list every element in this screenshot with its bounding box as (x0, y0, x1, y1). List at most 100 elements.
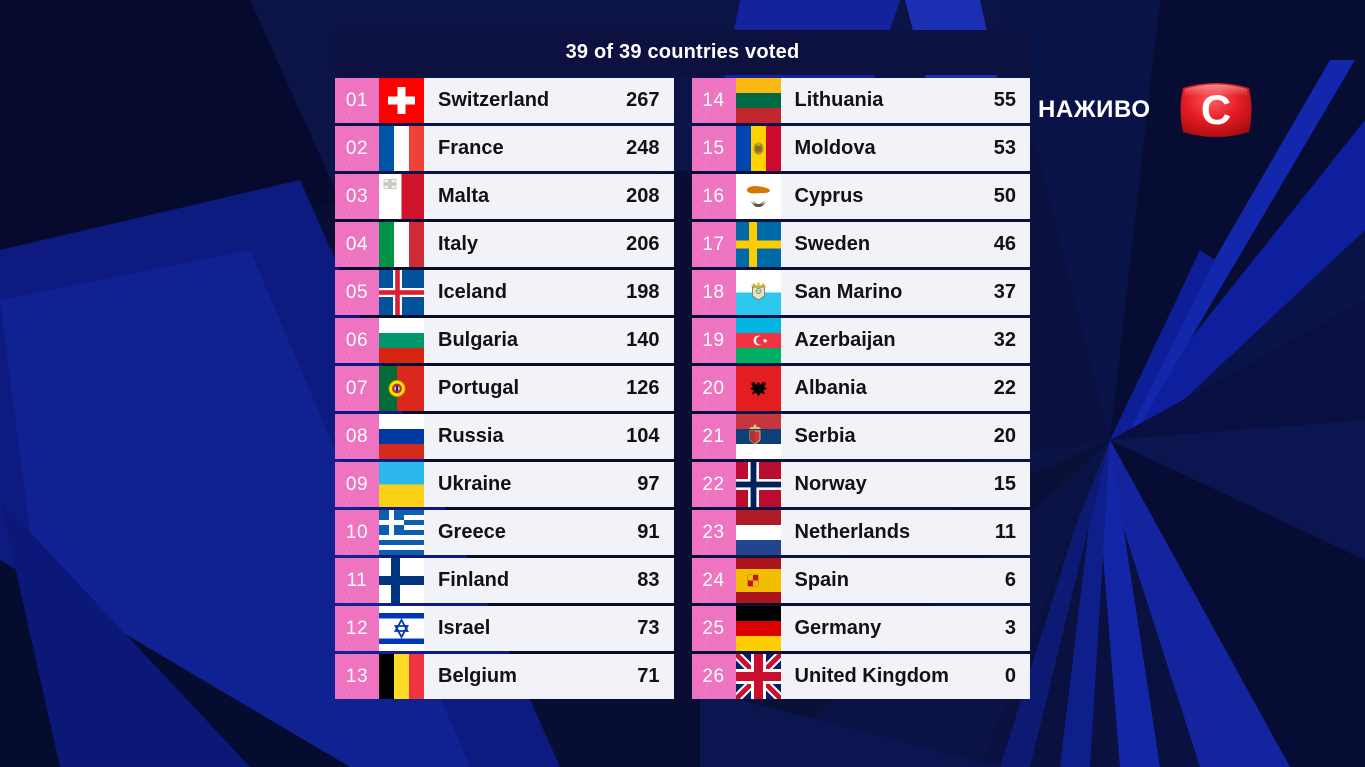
table-row[interactable]: 22 Norway 15 (691, 462, 1030, 507)
rank-badge: 13 (335, 654, 379, 699)
rank-badge: 21 (691, 414, 736, 459)
israel-flag-icon (379, 606, 424, 651)
table-row[interactable]: 01 Switzerland 267 (335, 78, 674, 123)
table-row[interactable]: 18 San Marino 37 (691, 270, 1030, 315)
sanmarino-flag-icon (735, 270, 781, 315)
points-value: 46 (993, 233, 1016, 255)
rank-badge: 18 (691, 270, 736, 315)
live-label: НАЖИВО (1038, 96, 1151, 123)
country-name: Russia (438, 425, 504, 447)
table-row[interactable]: 04 Italy 206 (335, 222, 674, 267)
rank-badge: 17 (691, 222, 736, 267)
country-name: Bulgaria (438, 329, 519, 351)
table-row[interactable]: 23 Netherlands 11 (691, 510, 1030, 555)
country-name: Serbia (794, 425, 856, 447)
lithuania-flag-icon (735, 78, 781, 123)
table-row[interactable]: 21 Serbia 20 (691, 414, 1030, 459)
finland-flag-icon (379, 558, 424, 603)
points-value: 15 (993, 473, 1016, 495)
country-name: Belgium (438, 665, 517, 687)
points-value: 126 (626, 377, 660, 399)
table-row[interactable]: 13 Belgium 71 (335, 654, 674, 699)
table-row[interactable]: 25 Germany 3 (691, 606, 1030, 651)
rank-badge: 07 (335, 366, 379, 411)
table-row[interactable]: 17 Sweden 46 (691, 222, 1030, 267)
points-value: 55 (993, 89, 1016, 111)
points-value: 32 (993, 329, 1016, 351)
table-row[interactable]: 09 Ukraine 97 (335, 462, 674, 507)
table-row[interactable]: 03 Malta 208 (335, 174, 674, 219)
table-row[interactable]: 15 Moldova 53 (691, 126, 1030, 171)
table-row[interactable]: 16 Cyprus 50 (691, 174, 1030, 219)
portugal-flag-icon (379, 366, 424, 411)
table-row[interactable]: 12 Israel 73 (335, 606, 674, 651)
country-name: Sweden (794, 233, 871, 255)
table-row[interactable]: 26 United Kingdom 0 (691, 654, 1030, 699)
points-value: 53 (993, 137, 1016, 159)
country-name: Netherlands (794, 521, 911, 543)
country-name: Malta (438, 185, 490, 207)
points-value: 11 (994, 521, 1016, 543)
country-name: France (438, 137, 504, 159)
rank-badge: 26 (691, 654, 736, 699)
points-value: 73 (637, 617, 660, 639)
table-row[interactable]: 02 France 248 (335, 126, 674, 171)
country-name: Finland (438, 569, 510, 591)
rank-badge: 09 (335, 462, 379, 507)
rank-badge: 22 (691, 462, 736, 507)
rank-badge: 15 (691, 126, 736, 171)
rank-badge: 06 (335, 318, 379, 363)
rank-badge: 12 (335, 606, 379, 651)
points-value: 198 (626, 281, 660, 303)
country-name: United Kingdom (794, 665, 949, 687)
serbia-flag-icon (735, 414, 781, 459)
country-name: Israel (438, 617, 491, 639)
table-row[interactable]: 06 Bulgaria 140 (335, 318, 674, 363)
country-name: Cyprus (794, 185, 864, 207)
table-row[interactable]: 05 Iceland 198 (335, 270, 674, 315)
points-value: 97 (637, 473, 660, 495)
points-value: 37 (993, 281, 1016, 303)
rank-badge: 04 (335, 222, 379, 267)
country-name: Azerbaijan (794, 329, 896, 351)
switzerland-flag-icon (379, 78, 424, 123)
country-name: Albania (794, 377, 867, 399)
rank-badge: 25 (691, 606, 736, 651)
iceland-flag-icon (379, 270, 424, 315)
ukraine-flag-icon (379, 462, 424, 507)
sweden-flag-icon (735, 222, 781, 267)
points-value: 267 (626, 89, 660, 111)
netherlands-flag-icon (735, 510, 781, 555)
points-value: 50 (993, 185, 1016, 207)
points-value: 208 (626, 185, 660, 207)
table-row[interactable]: 11 Finland 83 (335, 558, 674, 603)
rank-badge: 05 (335, 270, 379, 315)
germany-flag-icon (735, 606, 781, 651)
malta-flag-icon (379, 174, 424, 219)
scoreboard-column-left: 01 Switzerland 267 02 France 248 03 Malta 208 04 I… (335, 78, 674, 699)
points-value: 140 (626, 329, 660, 351)
azerbaijan-flag-icon (735, 318, 781, 363)
scoreboard-column-right: 14 Lithuania 55 15 Moldova 53 16 Cyprus 50 17 Swed… (691, 78, 1030, 699)
points-value: 104 (626, 425, 660, 447)
rank-badge: 11 (335, 558, 379, 603)
table-row[interactable]: 20 Albania 22 (691, 366, 1030, 411)
cyprus-flag-icon (735, 174, 781, 219)
table-row[interactable]: 07 Portugal 126 (335, 366, 674, 411)
table-row[interactable]: 24 Spain 6 (691, 558, 1030, 603)
page-title: 39 of 39 countries voted (565, 41, 800, 63)
points-value: 91 (637, 521, 660, 543)
table-row[interactable]: 14 Lithuania 55 (691, 78, 1030, 123)
country-name: Germany (794, 617, 882, 639)
rank-badge: 24 (691, 558, 736, 603)
points-value: 20 (993, 425, 1016, 447)
country-name: San Marino (794, 281, 903, 303)
table-row[interactable]: 10 Greece 91 (335, 510, 674, 555)
points-value: 71 (637, 665, 660, 687)
live-broadcast-badge: НАЖИВО C (1030, 62, 1330, 158)
table-row[interactable]: 08 Russia 104 (335, 414, 674, 459)
stb-channel-logo: C (1177, 76, 1255, 144)
table-row[interactable]: 19 Azerbaijan 32 (691, 318, 1030, 363)
country-name: Ukraine (438, 473, 512, 495)
